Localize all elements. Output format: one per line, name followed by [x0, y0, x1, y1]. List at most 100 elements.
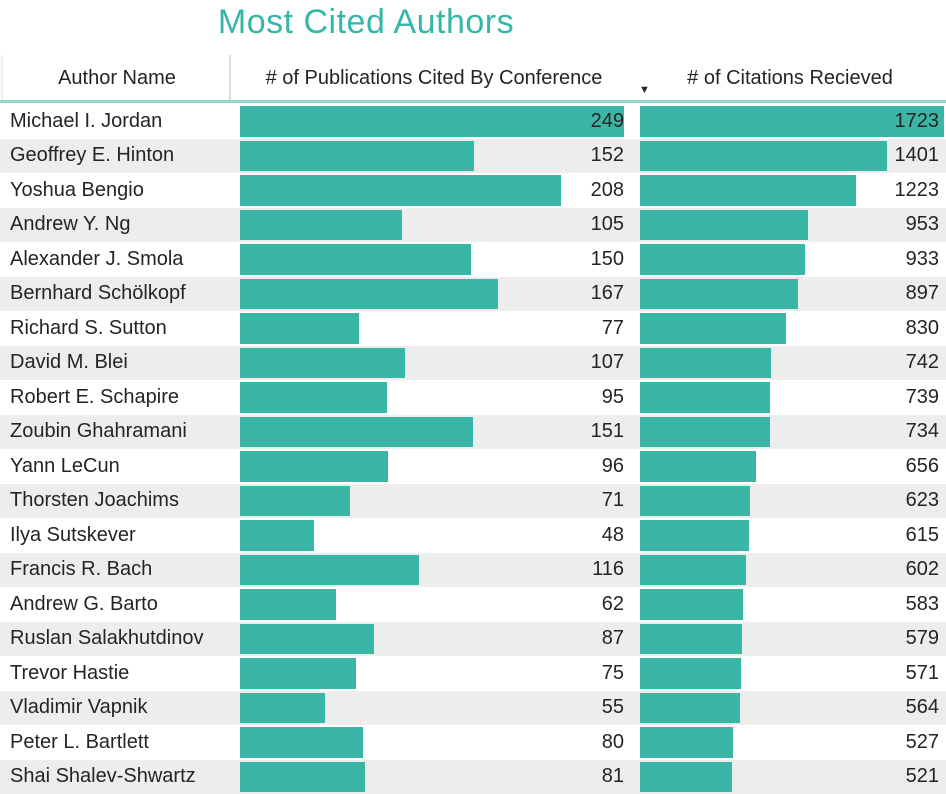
author-name: Yoshua Bengio — [10, 178, 144, 201]
publications-bar — [240, 140, 475, 171]
citations-value: 579 — [905, 627, 939, 650]
citations-value: 742 — [905, 351, 939, 374]
table-rows: Michael I. Jordan 249 1723 Geoffrey E. H… — [0, 104, 946, 794]
table-row[interactable]: Zoubin Ghahramani 151 734 — [0, 414, 946, 449]
publications-value: 62 — [601, 592, 624, 615]
table-row[interactable]: Robert E. Schapire 95 739 — [0, 380, 946, 415]
column-header-citations[interactable]: # of Citations Recieved — [687, 66, 893, 89]
author-name: Francis R. Bach — [10, 558, 153, 581]
publications-value: 75 — [601, 661, 624, 684]
publications-value: 77 — [601, 316, 624, 339]
publications-bar — [240, 520, 314, 551]
author-name: Andrew Y. Ng — [10, 213, 131, 236]
citations-bar — [640, 140, 888, 171]
author-name: Vladimir Vapnik — [10, 696, 148, 719]
publications-value: 80 — [601, 730, 624, 753]
citations-value: 571 — [905, 661, 939, 684]
author-name: Alexander J. Smola — [10, 247, 184, 270]
publications-bar — [240, 106, 624, 137]
table-row[interactable]: Alexander J. Smola 150 933 — [0, 242, 946, 277]
author-name: Andrew G. Barto — [10, 592, 158, 615]
table-row[interactable]: Trevor Hastie 75 571 — [0, 656, 946, 691]
table-row[interactable]: Ruslan Salakhutdinov 87 579 — [0, 621, 946, 656]
citations-value: 830 — [905, 316, 939, 339]
header-left-border — [1, 55, 3, 101]
publications-value: 81 — [601, 765, 624, 788]
publications-bar — [240, 727, 364, 758]
header-underline — [0, 100, 946, 103]
publications-bar — [240, 347, 405, 378]
citations-bar — [640, 485, 750, 516]
citations-bar — [640, 727, 733, 758]
publications-value: 105 — [590, 213, 624, 236]
publications-value: 151 — [590, 420, 624, 443]
publications-bar — [240, 416, 473, 447]
publications-bar — [240, 175, 561, 206]
citations-bar — [640, 589, 743, 620]
citations-value: 1723 — [894, 109, 940, 132]
publications-bar — [240, 382, 387, 413]
citations-value: 602 — [905, 558, 939, 581]
table-row[interactable]: Geoffrey E. Hinton 152 1401 — [0, 138, 946, 173]
citations-bar — [640, 623, 743, 654]
publications-bar — [240, 278, 498, 309]
citations-value: 615 — [905, 523, 939, 546]
publications-bar — [240, 554, 419, 585]
table-body: Michael I. Jordan 249 1723 Geoffrey E. H… — [0, 104, 946, 794]
table-row[interactable]: Vladimir Vapnik 55 564 — [0, 690, 946, 725]
publications-bar — [240, 692, 325, 723]
citations-bar — [640, 761, 732, 792]
citations-bar — [640, 416, 770, 447]
citations-value: 527 — [905, 730, 939, 753]
citations-value: 1401 — [894, 144, 940, 167]
table-row[interactable]: Richard S. Sutton 77 830 — [0, 311, 946, 346]
author-name: Michael I. Jordan — [10, 109, 163, 132]
table-row[interactable]: Thorsten Joachims 71 623 — [0, 483, 946, 518]
table-row[interactable]: Ilya Sutskever 48 615 — [0, 518, 946, 553]
table-row[interactable]: Shai Shalev-Shwartz 81 521 — [0, 759, 946, 794]
citations-bar — [640, 209, 809, 240]
publications-bar — [240, 209, 402, 240]
citations-bar — [640, 692, 740, 723]
citations-bar — [640, 382, 771, 413]
publications-bar — [240, 451, 388, 482]
publications-bar — [240, 761, 365, 792]
publications-bar — [240, 589, 336, 620]
table-row[interactable]: Francis R. Bach 116 602 — [0, 552, 946, 587]
header-column-divider — [229, 55, 231, 101]
publications-value: 55 — [601, 696, 624, 719]
publications-value: 249 — [590, 109, 624, 132]
column-header-publications[interactable]: # of Publications Cited By Conference — [265, 66, 603, 89]
table-row[interactable]: Andrew Y. Ng 105 953 — [0, 207, 946, 242]
citations-value: 564 — [905, 696, 939, 719]
publications-value: 167 — [590, 282, 624, 305]
citations-value: 739 — [905, 385, 939, 408]
table-row[interactable]: Bernhard Schölkopf 167 897 — [0, 276, 946, 311]
author-name: Bernhard Schölkopf — [10, 282, 186, 305]
table-row[interactable]: David M. Blei 107 742 — [0, 345, 946, 380]
table-row[interactable]: Yann LeCun 96 656 — [0, 449, 946, 484]
citations-bar — [640, 106, 944, 137]
citations-bar — [640, 175, 856, 206]
author-name: Geoffrey E. Hinton — [10, 144, 175, 167]
publications-value: 96 — [601, 454, 624, 477]
citations-value: 583 — [905, 592, 939, 615]
author-name: Thorsten Joachims — [10, 489, 179, 512]
table-row[interactable]: Andrew G. Barto 62 583 — [0, 587, 946, 622]
column-header-author[interactable]: Author Name — [58, 66, 176, 89]
author-name: Ruslan Salakhutdinov — [10, 627, 204, 650]
citations-value: 656 — [905, 454, 939, 477]
author-name: Yann LeCun — [10, 454, 120, 477]
table-row[interactable]: Michael I. Jordan 249 1723 — [0, 104, 946, 139]
citations-value: 734 — [905, 420, 939, 443]
citations-value: 623 — [905, 489, 939, 512]
publications-value: 150 — [590, 247, 624, 270]
publications-value: 152 — [590, 144, 624, 167]
table-row[interactable]: Peter L. Bartlett 80 527 — [0, 725, 946, 760]
citations-bar — [640, 244, 805, 275]
citations-value: 1223 — [894, 178, 940, 201]
sort-descending-icon[interactable]: ▼ — [639, 84, 650, 96]
table-row[interactable]: Yoshua Bengio 208 1223 — [0, 173, 946, 208]
publications-bar — [240, 658, 356, 689]
publications-value: 48 — [601, 523, 624, 546]
